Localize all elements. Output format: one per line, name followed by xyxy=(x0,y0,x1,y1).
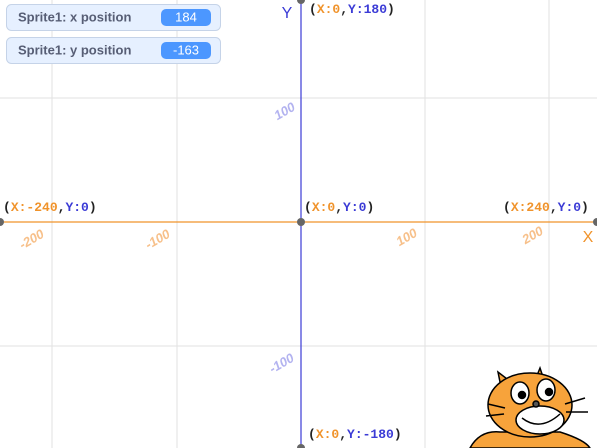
coordinate-label-part: ) xyxy=(366,200,374,215)
coordinate-label-part: Y:0 xyxy=(65,200,89,215)
coordinate-label-part: ) xyxy=(394,427,402,442)
coordinate-label-part: X:240 xyxy=(511,200,550,215)
coordinate-label-part: ( xyxy=(503,200,511,215)
coordinate-label-part: ( xyxy=(3,200,11,215)
y-tick-label: -100 xyxy=(266,350,297,376)
coordinate-label-part: X:0 xyxy=(317,2,341,17)
axis-end-dot xyxy=(0,218,4,226)
coordinate-label-part: ) xyxy=(581,200,589,215)
coordinate-label-part: ( xyxy=(308,427,316,442)
axis-end-dot xyxy=(297,444,305,448)
coordinate-label-part: ( xyxy=(309,2,317,17)
coordinate-label: (X:240,Y:0) xyxy=(503,200,589,215)
axis-end-dot xyxy=(593,218,597,226)
coordinate-label-part: ) xyxy=(387,2,395,17)
monitor-label: Sprite1: x position xyxy=(18,9,131,24)
coordinate-label: (X:0,Y:-180) xyxy=(308,427,402,442)
x-tick-label: -100 xyxy=(142,226,173,252)
coordinate-label-part: Y:0 xyxy=(558,200,582,215)
coordinate-label-part: , xyxy=(339,427,347,442)
monitor-value-box xyxy=(161,9,211,26)
monitor-label: Sprite1: y position xyxy=(18,42,131,57)
coordinate-label-part: Y:0 xyxy=(343,200,367,215)
sprite-cat xyxy=(469,365,591,448)
coordinate-label-part: Y:-180 xyxy=(347,427,394,442)
coordinate-label-part: Y:180 xyxy=(348,2,387,17)
monitor-value: 184 xyxy=(175,9,197,24)
x-tick-label: 100 xyxy=(393,225,420,249)
x-tick-label: -200 xyxy=(16,226,47,252)
coordinate-label-part: X:0 xyxy=(312,200,336,215)
origin-dot xyxy=(297,218,305,226)
x-axis-label: X xyxy=(583,229,594,246)
coordinate-label-part: ( xyxy=(304,200,312,215)
coordinate-label-part: , xyxy=(335,200,343,215)
coordinate-label-part: X:-240 xyxy=(11,200,58,215)
y-tick-label: 100 xyxy=(271,99,298,123)
monitor-value-box xyxy=(161,42,211,59)
coordinate-label-part: , xyxy=(58,200,66,215)
coordinate-label-part: , xyxy=(550,200,558,215)
coordinate-label-part: X:0 xyxy=(316,427,340,442)
monitor: Sprite1: x position 184 xyxy=(6,4,221,31)
coordinate-label-part: ) xyxy=(89,200,97,215)
coordinate-label: (X:0,Y:180) xyxy=(309,2,395,17)
coordinate-label: (X:-240,Y:0) xyxy=(3,200,97,215)
coordinate-label: (X:0,Y:0) xyxy=(304,200,374,215)
monitor: Sprite1: y position -163 xyxy=(6,37,221,64)
y-axis-label: Y xyxy=(282,5,293,22)
monitor-value: -163 xyxy=(173,42,199,57)
axis-end-dot xyxy=(297,0,305,4)
x-tick-label: 200 xyxy=(518,223,546,248)
coordinate-label-part: , xyxy=(340,2,348,17)
